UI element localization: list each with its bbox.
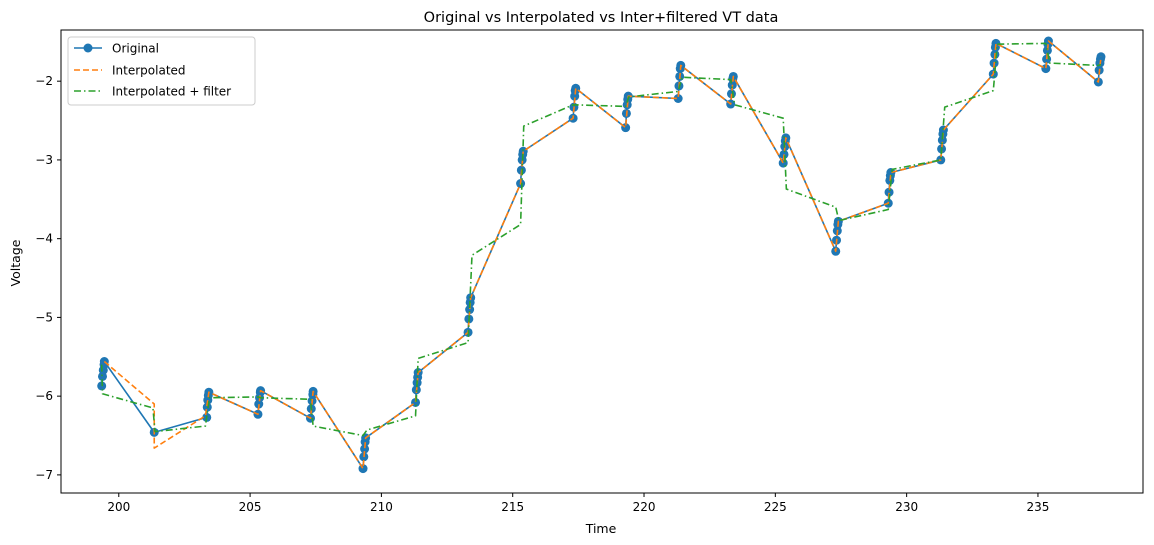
y-tick-label: −6 [35,389,53,403]
x-tick-label: 205 [239,500,262,514]
y-tick-label: −7 [35,468,53,482]
series-point-0 [465,305,475,315]
series-point-0 [673,94,683,104]
y-axis-label: Voltage [8,239,23,286]
y-tick-label: −4 [35,232,53,246]
legend-entry-interpolated: Interpolated [74,64,186,78]
series-point-0 [1041,64,1051,74]
x-tick-label: 230 [895,500,918,514]
series-point-0 [886,168,896,178]
legend-box [67,36,256,106]
plot-frame [60,29,1144,494]
legend-entry-original: Original [74,42,159,56]
series-point-0 [884,187,894,197]
x-axis-label: Time [585,521,617,536]
legend-entry-filtered: Interpolated + filter [74,85,231,99]
series-line-1 [103,40,1102,470]
axis-ticks: 200 205 210 215 220 225 230 235 −7 −6 −5 −4 −3 −2 [35,74,1049,514]
series-point-0 [991,38,1001,48]
chart-title: Original vs Interpolated vs Inter+filter… [424,10,779,26]
x-tick-label: 235 [1026,500,1049,514]
legend-label-filtered: Interpolated + filter [112,85,231,99]
series-layer [97,36,1106,474]
series-point-0 [360,444,370,454]
x-tick-label: 220 [633,500,656,514]
legend: Original Interpolated Interpolated + fil… [67,36,256,106]
x-tick-label: 200 [107,500,130,514]
legend-label-original: Original [112,42,159,56]
legend-label-interpolated: Interpolated [112,64,186,78]
x-tick-label: 215 [501,500,524,514]
x-tick-label: 210 [370,500,393,514]
series-line-2 [100,42,1102,437]
x-tick-label: 225 [764,500,787,514]
y-tick-label: −3 [35,153,53,167]
y-tick-label: −2 [35,74,53,88]
y-tick-label: −5 [35,310,53,324]
legend-marker-original [83,43,93,53]
